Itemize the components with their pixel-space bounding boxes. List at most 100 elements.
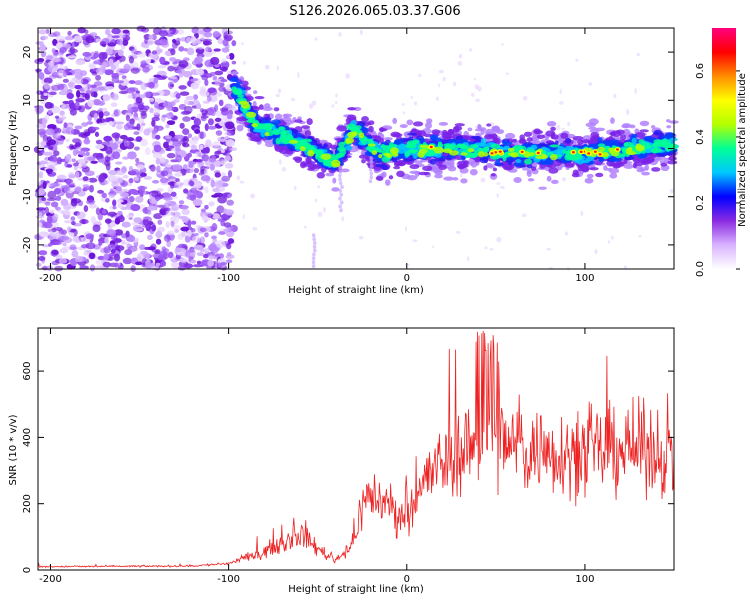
noise-blob: [87, 99, 94, 107]
signal-blob: [235, 90, 241, 96]
noise-blob: [170, 191, 177, 197]
noise-blob: [153, 74, 162, 78]
noise-blob: [155, 158, 161, 165]
noise-blob: [128, 235, 135, 243]
noise-blob: [56, 156, 63, 165]
noise-blob: [151, 224, 157, 232]
noise-speck: [358, 235, 364, 240]
noise-blob: [66, 92, 75, 100]
colorbar-ticks: 0.00.20.40.6: [695, 63, 740, 277]
noise-speck: [669, 188, 674, 194]
signal-blob: [312, 139, 318, 146]
noise-blob: [68, 99, 74, 107]
signal-blob: [358, 132, 365, 139]
streak-blob: [340, 185, 344, 190]
streak-blob: [312, 237, 316, 242]
noise-blob: [213, 48, 221, 52]
noise-blob: [123, 140, 130, 147]
noise-speck: [559, 101, 564, 105]
signal-blob: [378, 137, 385, 143]
noise-blob: [148, 34, 154, 40]
noise-blob: [62, 100, 71, 105]
noise-blob: [151, 116, 160, 122]
noise-blob: [199, 90, 210, 97]
signal-blob: [494, 137, 501, 145]
noise-blob: [39, 161, 49, 165]
signal-blob: [490, 143, 501, 149]
noise-blob: [155, 230, 163, 239]
signal-blob: [492, 167, 497, 172]
signal-blob: [236, 124, 244, 132]
noise-blob: [84, 94, 89, 99]
noise-blob: [51, 57, 62, 63]
noise-blob: [146, 38, 155, 46]
noise-blob: [97, 212, 103, 221]
signal-blob: [452, 177, 459, 181]
noise-blob: [38, 250, 48, 256]
signal-blob: [335, 137, 343, 142]
noise-blob: [128, 177, 134, 184]
noise-blob: [167, 65, 175, 72]
signal-blob: [442, 129, 448, 135]
spectrogram-x-axis-label: Height of straight line (km): [288, 285, 424, 296]
noise-blob: [135, 96, 143, 104]
chart-title: S126.2026.065.03.37.G06: [289, 4, 460, 19]
noise-blob: [160, 170, 169, 177]
noise-blob: [187, 133, 193, 139]
noise-blob: [42, 35, 49, 40]
noise-blob: [200, 148, 209, 154]
noise-speck: [477, 86, 482, 92]
noise-blob: [53, 187, 62, 195]
noise-blob: [43, 82, 51, 90]
noise-speck: [546, 248, 551, 251]
noise-blob: [231, 40, 237, 47]
signal-blob: [408, 149, 417, 154]
signal-blob: [378, 154, 383, 159]
noise-blob: [179, 91, 190, 96]
noise-blob: [166, 152, 176, 159]
noise-blob: [226, 130, 235, 136]
noise-blob: [106, 229, 117, 236]
noise-blob: [214, 117, 222, 122]
noise-blob: [204, 123, 209, 132]
noise-blob: [121, 75, 127, 80]
signal-blob: [365, 138, 373, 142]
noise-blob: [159, 177, 169, 184]
noise-speck: [431, 245, 435, 248]
noise-blob: [117, 49, 124, 57]
signal-blob: [460, 178, 468, 184]
noise-blob: [134, 80, 143, 86]
noise-blob: [170, 215, 177, 222]
noise-blob: [182, 70, 193, 78]
signal-blob: [469, 144, 479, 149]
streak-blob: [311, 233, 316, 238]
noise-blob: [88, 203, 97, 209]
noise-blob: [88, 177, 98, 183]
signal-blob: [667, 160, 678, 165]
signal-blob: [431, 129, 441, 135]
colorbar-tick-label: 0.4: [695, 129, 706, 145]
noise-blob: [133, 131, 140, 135]
noise-blob: [74, 142, 82, 148]
noise-blob: [186, 37, 192, 43]
noise-blob: [189, 180, 195, 187]
noise-blob: [210, 179, 216, 188]
noise-speck: [413, 101, 418, 106]
noise-blob: [177, 265, 187, 271]
noise-blob: [212, 30, 221, 38]
signal-blob: [336, 125, 348, 132]
signal-blob: [443, 176, 455, 181]
noise-blob: [204, 186, 209, 194]
signal-blob: [245, 111, 257, 118]
signal-blob: [632, 157, 642, 163]
noise-blob: [99, 100, 106, 106]
noise-blob: [172, 211, 181, 218]
noise-blob: [194, 56, 203, 65]
noise-blob: [77, 27, 86, 34]
noise-blob: [113, 262, 119, 268]
noise-blob: [155, 134, 161, 140]
noise-blob: [75, 149, 80, 155]
noise-blob: [73, 35, 83, 43]
noise-blob: [143, 38, 148, 44]
noise-blob: [37, 128, 47, 136]
